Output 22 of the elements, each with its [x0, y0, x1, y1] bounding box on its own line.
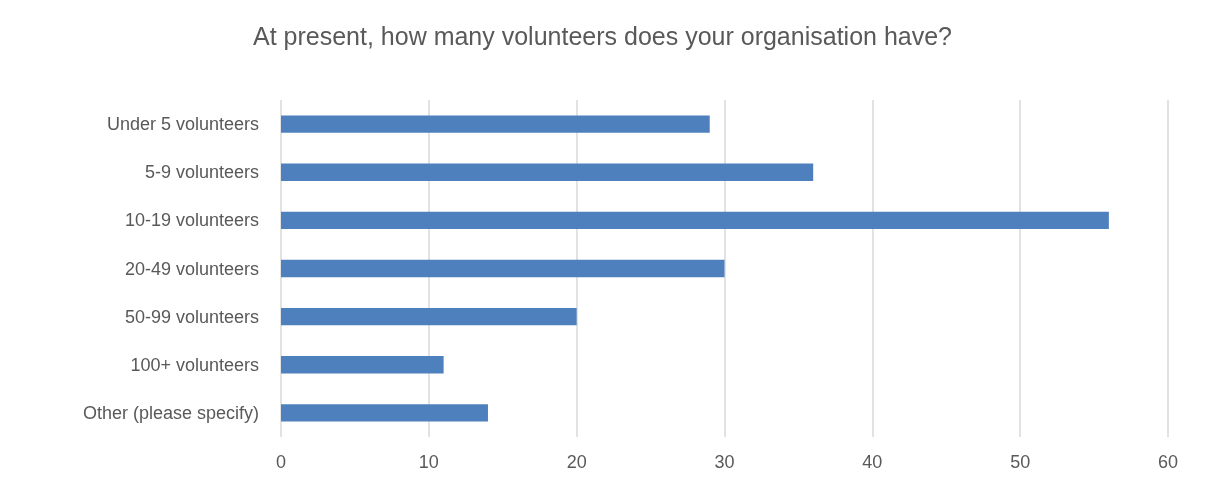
y-tick-label: 10-19 volunteers	[124, 210, 259, 231]
y-tick-label: 100+ volunteers	[130, 354, 259, 375]
bar	[281, 211, 1109, 230]
y-tick-label: Under 5 volunteers	[106, 114, 259, 135]
bar	[281, 307, 577, 326]
y-tick-label: Other (please specify)	[82, 402, 259, 423]
x-tick-label: 20	[566, 452, 587, 472]
y-tick-label: 50-99 volunteers	[124, 306, 259, 327]
x-tick-label: 30	[714, 452, 735, 472]
y-tick-label: 20-49 volunteers	[124, 258, 259, 279]
x-tick-label: 40	[862, 452, 883, 472]
bar	[281, 259, 725, 278]
bar	[281, 163, 814, 181]
x-tick-label: 0	[275, 452, 287, 472]
bar	[281, 404, 488, 422]
y-tick-label: 5-9 volunteers	[144, 162, 259, 183]
x-tick-label: 60	[1157, 452, 1179, 472]
bar	[281, 115, 710, 133]
x-tick-label: 50	[1010, 452, 1031, 472]
bar	[281, 356, 444, 374]
x-tick-label: 10	[418, 452, 439, 472]
chart-title: At present, how many volunteers does your organisation have?	[252, 21, 953, 50]
